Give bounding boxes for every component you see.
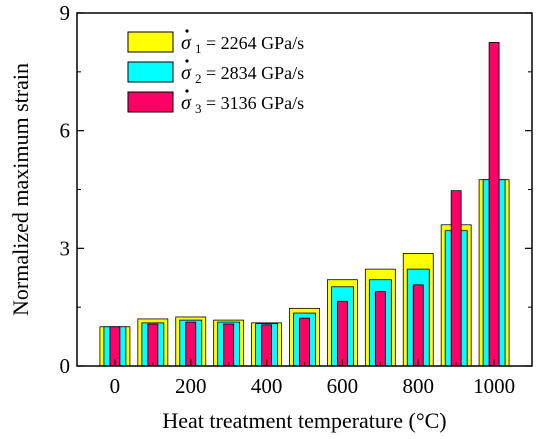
legend-swatch-1: [127, 31, 174, 53]
bars-layer: [99, 42, 510, 367]
legend-subscript: 3: [195, 101, 202, 116]
bar-s3-100: [147, 323, 159, 367]
bar-s3-900: [450, 190, 462, 367]
legend-swatch-3: [127, 91, 174, 113]
legend-dot-icon: [185, 29, 189, 33]
legend-swatch-2: [127, 61, 174, 83]
legend-label: = 2834 GPa/s: [206, 63, 304, 83]
ticks-layer: 0 200 400 600 800 1000 0 3 6 9: [60, 1, 532, 398]
legend-dot-icon: [185, 89, 189, 93]
legend-symbol: σ: [181, 92, 192, 114]
bar-s3-700: [374, 291, 386, 367]
y-tick-label: 0: [60, 354, 71, 378]
y-axis-title: Normalized maximum strain: [8, 63, 33, 316]
bar-s3-1000: [488, 42, 500, 367]
legend-dot-icon: [185, 59, 189, 63]
y-tick-label: 9: [60, 1, 71, 25]
y-tick-label: 3: [60, 236, 71, 260]
y-tick-label: 6: [60, 119, 71, 143]
legend-subscript: 2: [195, 71, 202, 86]
x-tick-label: 400: [251, 374, 283, 398]
legend-symbol: σ: [181, 62, 192, 84]
bar-s3-800: [412, 284, 424, 367]
legend-label: = 2264 GPa/s: [206, 33, 304, 53]
legend-label: = 3136 GPa/s: [206, 93, 304, 113]
legend-symbol: σ: [181, 32, 192, 54]
x-tick-label: 200: [175, 374, 207, 398]
x-axis-title: Heat treatment temperature (°C): [162, 408, 446, 433]
x-tick-label: 1000: [473, 374, 515, 398]
legend: σ 1 = 2264 GPa/sσ 2 = 2834 GPa/sσ 3 = 3136 GPa…: [127, 29, 304, 116]
legend-subscript: 1: [195, 41, 202, 56]
x-tick-label: 600: [327, 374, 359, 398]
x-tick-label: 800: [403, 374, 435, 398]
x-tick-label: 0: [110, 374, 121, 398]
bar-s3-300: [223, 323, 235, 367]
bar-s3-500: [299, 317, 310, 367]
bar-s3-600: [337, 300, 348, 367]
